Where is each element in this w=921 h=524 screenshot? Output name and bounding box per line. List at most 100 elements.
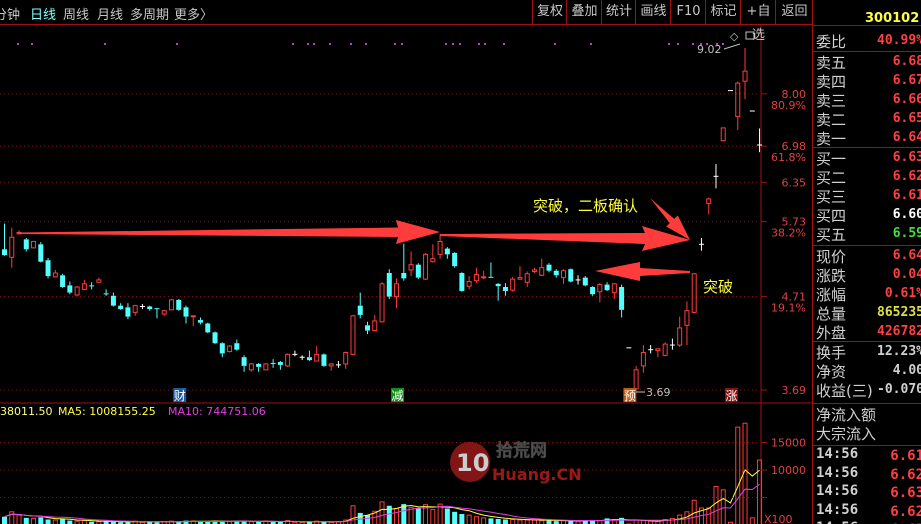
volume-bar [662,519,668,524]
volume-bar [176,521,182,524]
event-marker[interactable]: 减 [392,389,404,403]
event-marker[interactable]: 涨 [726,388,738,403]
candle-body [677,327,683,346]
candle [212,331,218,345]
annotation-breakout: 突破 [703,278,733,296]
ask-level-value: 6.65 [892,111,921,126]
tick-price: 6.61 [890,448,921,464]
panel-toggle-icon[interactable] [745,31,755,40]
diamond-icon[interactable]: ◇ [730,30,739,43]
candle [394,278,400,309]
resistance-arrow-1 [18,220,440,244]
candle [561,269,567,284]
signal-dot [554,43,556,45]
candle [372,314,378,332]
add-watchlist-button[interactable]: +自选 [740,0,776,43]
candle-body [350,315,356,355]
tick-row: 14:56 6.61 [813,446,921,465]
candle-body [430,258,436,263]
candle [539,258,545,277]
statistics-button[interactable]: 统计 [601,0,636,24]
candle [67,281,73,295]
ask-level-label: 卖二 [816,111,847,129]
candle [597,283,603,303]
commission-ratio-value: 40.99% [877,33,921,48]
signal-dot [459,43,461,45]
tab-more[interactable]: 更多〉 [174,8,214,23]
candle-body [444,248,450,255]
candle [248,362,254,372]
candle [677,316,683,347]
candle [444,247,450,259]
overlay-button[interactable]: 叠加 [566,0,602,24]
volume-unit: X100 [764,513,793,524]
watermark-name: 拾荒网 [496,440,547,461]
candle [531,267,537,273]
volume-bar [466,514,472,524]
pct-tick-label: 38.2% [771,227,806,240]
volume-bar [386,505,392,524]
candle [568,268,574,283]
candle [365,321,370,335]
tick-price: 6.62 [890,503,921,520]
signal-dot [401,43,403,45]
candle [698,237,704,251]
volume-bar [568,521,574,524]
volume-bar [306,521,312,524]
volume-bar [757,459,763,524]
tick-price: 6.62 [890,522,921,524]
event-marker[interactable]: 预 [624,389,636,403]
tick-time: 14:56 [816,501,859,518]
stock-title: 300102 乾 [865,11,921,26]
candle-body [147,306,153,309]
tab-weekly[interactable]: 周线 [63,8,90,23]
volume-bar [81,520,87,524]
signal-dot [307,43,309,45]
signal-dot [478,43,480,45]
tab-multi-period[interactable]: 多周期 [130,8,170,23]
candle [713,164,719,189]
quote-stat-value: 0.04 [892,267,921,282]
restore-rights-button[interactable]: 复权 [532,0,567,24]
candle [706,197,712,215]
candle-body [684,310,690,326]
volume-bar [285,520,291,524]
candle [306,350,312,362]
draw-line-button[interactable]: 画线 [635,0,671,24]
ma5-legend: MA5: 1008155.25 [58,405,156,418]
back-button[interactable]: 返回 [775,0,813,24]
volume-bar [45,519,51,524]
signal-dots [17,43,724,45]
candle-body [154,308,160,310]
candle [684,301,690,346]
quote-stat: 外盘 426782 [813,322,921,342]
candle-body [357,305,363,315]
candle-body [466,280,472,287]
candle [263,362,269,371]
tab-minute[interactable]: 分钟 [0,8,21,23]
volume-bar [277,521,283,524]
volume-bar [423,504,429,524]
event-marker[interactable]: 财 [174,389,186,403]
tab-monthly[interactable]: 月线 [97,8,124,23]
candle [89,282,95,290]
candle [386,269,392,300]
candle-body [415,264,421,278]
tab-daily[interactable]: 日线 [30,8,57,23]
candle [241,355,247,372]
signal-dot [716,43,718,45]
candle-body [67,285,73,293]
candle-body [248,363,254,371]
f10-button[interactable]: F10 [670,0,706,24]
candle-body [190,315,196,318]
candle [38,242,44,263]
candle [2,223,7,256]
commission-ratio: 委比 40.99% [813,31,921,51]
candle [285,353,291,367]
volume-bar [9,511,15,524]
candle [604,282,610,291]
candle [510,276,516,292]
mark-button[interactable]: 标记 [705,0,741,24]
volume-bar [640,520,646,524]
